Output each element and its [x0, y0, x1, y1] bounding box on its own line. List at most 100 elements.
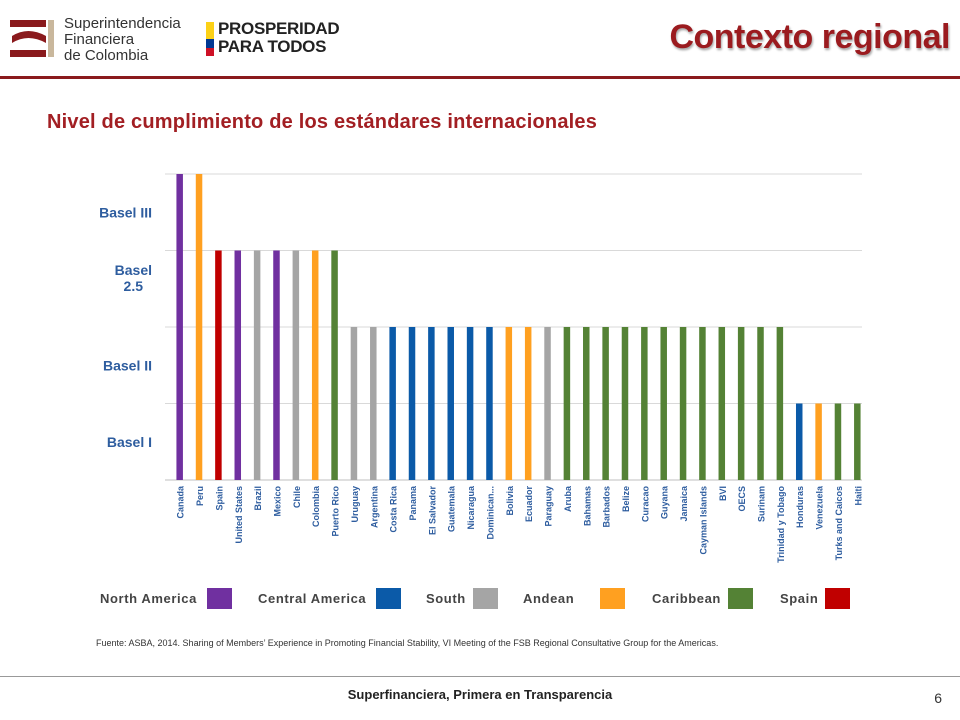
x-tick-label: Surinam — [757, 486, 767, 522]
bar — [234, 250, 242, 480]
source-note: Fuente: ASBA, 2014. Sharing of Members’ … — [96, 638, 719, 648]
sfc-logo-line: Financiera — [64, 31, 135, 48]
x-tick-label: Honduras — [795, 486, 805, 528]
bar — [854, 403, 861, 480]
bar — [370, 327, 377, 480]
x-tick-label: Uruguay — [350, 486, 360, 523]
x-tick-label: Peru — [195, 486, 205, 506]
bar — [428, 327, 435, 480]
x-tick-label: Haiti — [853, 486, 863, 506]
sfc-logo-icon — [10, 20, 54, 57]
x-tick-label: Guatemala — [447, 485, 457, 532]
x-tick-label: Trinidad y Tobago — [776, 486, 786, 563]
bar — [699, 327, 706, 480]
prosperidad-logo-text: PROSPERIDAD PARA TODOS — [218, 19, 340, 56]
x-tick-label: Panama — [408, 485, 418, 521]
y-tick-label: Basel I — [107, 434, 152, 450]
prosperidad-logo-line: PARA TODOS — [218, 37, 327, 56]
bar — [176, 174, 183, 480]
x-tick-label: Bolivia — [505, 485, 515, 516]
x-tick-label: Aruba — [563, 485, 573, 512]
legend-swatch — [207, 588, 232, 609]
bar — [563, 327, 571, 480]
bar — [486, 327, 493, 480]
y-tick-label: Basel 2.5 — [115, 262, 152, 294]
bar — [602, 327, 609, 480]
chart-subtitle: Nivel de cumplimiento de los estándares … — [47, 111, 598, 133]
bar — [311, 250, 319, 480]
bar — [466, 327, 474, 480]
x-tick-label: Barbados — [602, 486, 612, 528]
x-tick-label: Brazil — [253, 486, 263, 511]
bar — [389, 327, 396, 480]
bar — [795, 403, 803, 480]
bar — [583, 327, 590, 480]
x-tick-label: Paraguay — [544, 486, 554, 527]
footer-divider — [0, 676, 960, 677]
legend-swatch — [600, 588, 625, 609]
legend-swatch — [728, 588, 753, 609]
bar — [292, 250, 300, 480]
legend-label: Caribbean — [652, 591, 721, 606]
x-tick-label: El Salvador — [427, 486, 437, 536]
x-tick-label: Canada — [176, 485, 186, 519]
x-tick-label: Costa Rica — [389, 485, 399, 533]
bar — [544, 327, 551, 480]
page-number: 6 — [934, 690, 942, 706]
prosperidad-logo: PROSPERIDAD PARA TODOS — [206, 20, 356, 60]
bar — [215, 250, 222, 480]
x-tick-label: Argentina — [369, 485, 379, 528]
bar — [408, 327, 416, 480]
x-tick-label: Guyana — [660, 485, 670, 519]
y-tick-label: Basel II — [103, 357, 152, 373]
x-tick-label: Belize — [621, 486, 631, 512]
legend-label: Spain — [780, 591, 819, 606]
x-tick-label: Ecuador — [524, 486, 534, 523]
bar — [447, 327, 454, 480]
x-tick-label: Cayman Islands — [698, 486, 708, 555]
x-tick-label: Venezuela — [815, 485, 825, 530]
x-tick-label: Colombia — [311, 485, 321, 527]
bar — [350, 327, 358, 480]
bar — [253, 250, 261, 480]
footer-text: Superfinanciera, Primera en Transparenci… — [347, 687, 613, 702]
x-tick-label: Spain — [214, 486, 224, 511]
x-tick-label: Curacao — [640, 486, 650, 523]
bar — [660, 327, 667, 480]
bar — [621, 327, 629, 480]
bar — [776, 327, 784, 480]
page-title: Contexto regional — [669, 18, 950, 56]
x-tick-label: Nicaragua — [466, 485, 476, 530]
legend-swatch — [825, 588, 850, 609]
bar — [737, 327, 745, 480]
colombia-flag-icon — [206, 22, 214, 56]
bar — [524, 327, 532, 480]
bar — [679, 327, 687, 480]
legend-swatch — [376, 588, 401, 609]
bar — [718, 327, 726, 480]
legend-label: South — [426, 591, 466, 606]
x-tick-label: BVI — [718, 486, 728, 501]
sfc-logo-line: de Colombia — [64, 47, 149, 64]
sfc-logo-line: Superintendencia — [64, 15, 181, 32]
bar — [815, 403, 822, 480]
x-tick-label: Jamaica — [679, 485, 689, 522]
x-tick-label: Chile — [292, 486, 302, 508]
sfc-logo-text: Superintendencia Financiera de Colombia — [64, 16, 181, 64]
sfc-logo: Superintendencia Financiera de Colombia — [8, 14, 181, 64]
y-tick-label: Basel III — [99, 204, 152, 220]
legend-label: Central America — [258, 591, 367, 606]
bar — [195, 174, 203, 480]
header-divider — [0, 76, 960, 79]
bar — [641, 327, 648, 480]
x-tick-label: Dominican... — [485, 486, 495, 540]
prosperidad-logo-line: PROSPERIDAD — [218, 19, 340, 38]
legend-swatch — [473, 588, 498, 609]
bar — [331, 250, 338, 480]
bar — [273, 250, 280, 480]
x-tick-label: OECS — [737, 486, 747, 512]
x-tick-label: Bahamas — [582, 486, 592, 526]
bar — [757, 327, 764, 480]
legend-label: North America — [100, 591, 197, 606]
